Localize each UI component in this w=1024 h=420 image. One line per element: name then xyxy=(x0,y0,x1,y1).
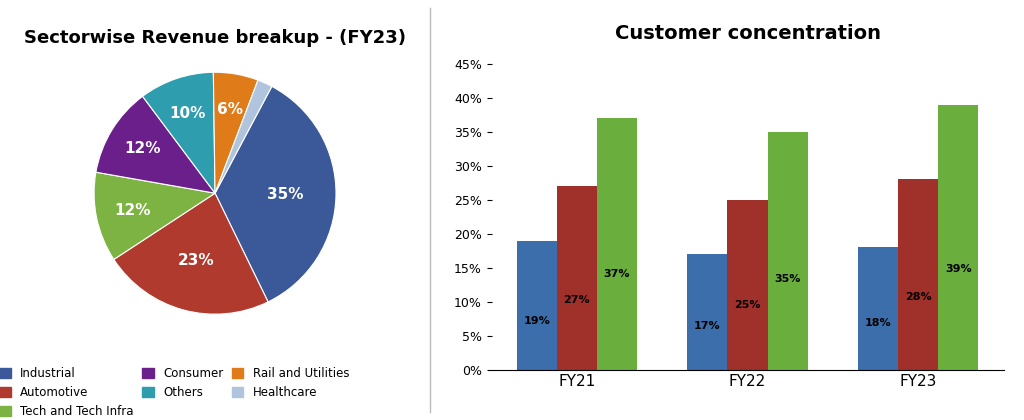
Text: 17%: 17% xyxy=(694,321,721,331)
Bar xyxy=(727,200,768,370)
Text: Sectorwise Revenue breakup - (FY23): Sectorwise Revenue breakup - (FY23) xyxy=(24,29,407,47)
Text: 35%: 35% xyxy=(267,187,303,202)
Text: 6%: 6% xyxy=(217,102,243,117)
Wedge shape xyxy=(215,87,336,302)
Wedge shape xyxy=(213,72,258,193)
Text: 39%: 39% xyxy=(945,264,972,274)
Legend: Top 5, Top 10, Top 20: Top 5, Top 10, Top 20 xyxy=(620,415,876,420)
Wedge shape xyxy=(94,172,215,260)
Text: 35%: 35% xyxy=(774,274,801,284)
Text: 18%: 18% xyxy=(864,318,891,328)
Text: 12%: 12% xyxy=(114,203,151,218)
Wedge shape xyxy=(114,193,268,314)
Bar xyxy=(517,241,557,370)
Bar xyxy=(768,132,808,370)
Text: 23%: 23% xyxy=(178,253,215,268)
Text: 27%: 27% xyxy=(563,295,590,305)
Bar xyxy=(687,254,727,370)
Text: 10%: 10% xyxy=(170,105,206,121)
Text: 25%: 25% xyxy=(734,300,761,310)
Wedge shape xyxy=(96,96,215,193)
Text: 19%: 19% xyxy=(523,315,550,326)
Wedge shape xyxy=(215,80,271,193)
Title: Customer concentration: Customer concentration xyxy=(614,24,881,43)
Bar xyxy=(898,179,938,370)
Bar xyxy=(557,186,597,370)
Text: 12%: 12% xyxy=(125,142,161,156)
Bar xyxy=(938,105,978,370)
Text: 37%: 37% xyxy=(604,269,630,279)
Text: 28%: 28% xyxy=(905,292,932,302)
Bar xyxy=(858,247,898,370)
Legend: Industrial, Automotive, Tech and Tech Infra, Consumer, Others, Rail and Utilitie: Industrial, Automotive, Tech and Tech In… xyxy=(0,362,354,420)
Bar xyxy=(597,118,637,370)
Wedge shape xyxy=(142,72,215,193)
